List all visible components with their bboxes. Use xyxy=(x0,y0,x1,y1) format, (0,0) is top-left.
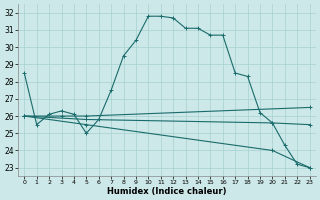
X-axis label: Humidex (Indice chaleur): Humidex (Indice chaleur) xyxy=(107,187,227,196)
